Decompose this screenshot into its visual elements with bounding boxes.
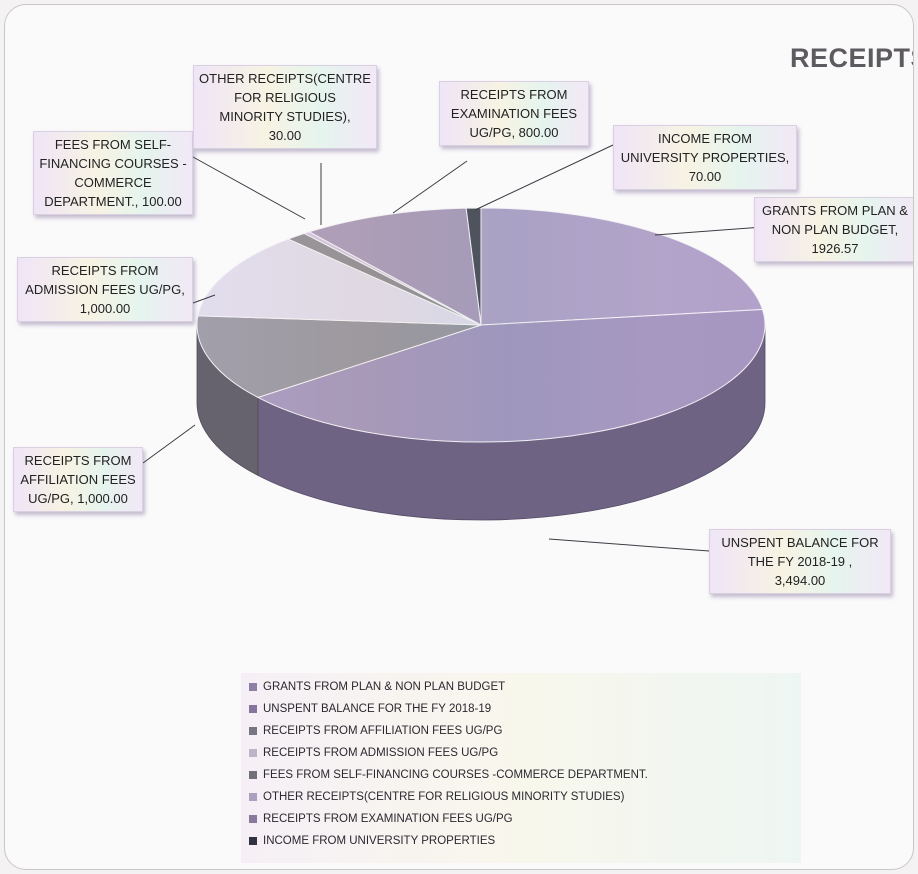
leader-line-7 — [474, 144, 614, 211]
data-label-line: FOR RELIGIOUS — [234, 90, 336, 105]
legend-label: OTHER RECEIPTS(CENTRE FOR RELIGIOUS MINO… — [263, 791, 625, 803]
legend-swatch — [249, 749, 257, 757]
legend: GRANTS FROM PLAN & NON PLAN BUDGET UNSPEN… — [241, 673, 801, 863]
legend-label: RECEIPTS FROM AFFILIATION FEES UG/PG — [263, 725, 503, 737]
legend-swatch — [249, 727, 257, 735]
chart-frame: RECEIPTS GRANTS FROM PLAN & NON PLAN BUDG… — [4, 4, 914, 870]
data-label-line: INCOME FROM — [658, 131, 752, 146]
data-label-line: NON PLAN BUDGET, — [771, 222, 899, 237]
data-label-2: RECEIPTS FROM AFFILIATION FEES UG/PG, 1,00… — [13, 447, 143, 512]
legend-item-1: UNSPENT BALANCE FOR THE FY 2018-19 — [249, 703, 491, 715]
legend-item-5: OTHER RECEIPTS(CENTRE FOR RELIGIOUS MINO… — [249, 791, 624, 803]
legend-label: INCOME FROM UNIVERSITY PROPERTIES — [263, 835, 496, 847]
chart-title: RECEIPTS — [790, 43, 913, 73]
data-label-line: OTHER RECEIPTS(CENTRE — [199, 71, 371, 86]
pie-chart — [142, 144, 913, 552]
legend-swatch — [249, 683, 257, 691]
legend-swatch — [249, 771, 257, 779]
data-label-line: 70.00 — [688, 169, 722, 184]
data-label-line: DEPARTMENT., 100.00 — [44, 194, 182, 209]
data-label-line: FINANCING COURSES - — [39, 156, 187, 171]
data-label-line: GRANTS FROM PLAN & — [762, 203, 908, 218]
data-label-5: OTHER RECEIPTS(CENTRE FOR RELIGIOUS MINORI… — [193, 65, 377, 149]
legend-item-6: RECEIPTS FROM EXAMINATION FEES UG/PG — [249, 813, 513, 825]
data-label-line: 1926.57 — [811, 241, 859, 256]
leader-line-2 — [142, 424, 196, 464]
data-label-1: UNSPENT BALANCE FOR THE FY 2018-19 , 3,494… — [709, 529, 891, 594]
data-label-line: RECEIPTS FROM — [24, 453, 132, 468]
legend-label: FEES FROM SELF-FINANCING COURSES -COMMER… — [263, 769, 648, 781]
pie-sheen — [197, 208, 765, 442]
data-label-line: UG/PG, 800.00 — [469, 125, 559, 140]
data-label-line: MINORITY STUDIES), — [219, 109, 351, 124]
leader-line-1 — [548, 538, 710, 552]
data-label-line: 1,000.00 — [79, 301, 131, 316]
legend-swatch — [249, 815, 257, 823]
data-label-3: RECEIPTS FROM ADMISSION FEES UG/PG, 1,000.… — [17, 257, 193, 322]
data-label-line: 3,494.00 — [774, 573, 826, 588]
legend-item-4: FEES FROM SELF-FINANCING COURSES -COMMER… — [249, 769, 648, 781]
data-label-line: RECEIPTS FROM — [51, 263, 159, 278]
data-label-line: THE FY 2018-19 , — [747, 554, 853, 569]
legend-item-7: INCOME FROM UNIVERSITY PROPERTIES — [249, 835, 495, 847]
data-label-line: EXAMINATION FEES — [450, 106, 578, 121]
data-label-line: RECEIPTS FROM — [460, 87, 568, 102]
legend-item-3: RECEIPTS FROM ADMISSION FEES UG/PG — [249, 747, 498, 759]
data-label-line: FEES FROM SELF- — [54, 137, 172, 152]
data-label-0: GRANTS FROM PLAN & NON PLAN BUDGET, 1926.5… — [754, 197, 913, 262]
legend-swatch — [249, 793, 257, 801]
data-label-6: RECEIPTS FROM EXAMINATION FEES UG/PG, 800.… — [439, 81, 589, 146]
data-label-line: UG/PG, 1,000.00 — [28, 491, 128, 506]
data-label-4: FEES FROM SELF- FINANCING COURSES - COMMER… — [33, 131, 193, 215]
data-label-7: INCOME FROM UNIVERSITY PROPERTIES, 70.00 — [613, 125, 797, 190]
legend-item-2: RECEIPTS FROM AFFILIATION FEES UG/PG — [249, 725, 502, 737]
legend-swatch — [249, 705, 257, 713]
data-label-line: UNIVERSITY PROPERTIES, — [620, 150, 790, 165]
leader-line-3 — [192, 294, 216, 304]
leader-line-6 — [392, 160, 468, 214]
legend-item-0: GRANTS FROM PLAN & NON PLAN BUDGET — [249, 681, 505, 693]
data-label-line: AFFILIATION FEES — [20, 472, 136, 487]
data-label-line: ADMISSION FEES UG/PG, — [25, 282, 185, 297]
legend-label: RECEIPTS FROM EXAMINATION FEES UG/PG — [263, 813, 513, 825]
data-label-line: COMMERCE — [74, 175, 152, 190]
data-label-line: 30.00 — [268, 128, 302, 143]
legend-swatch — [249, 837, 257, 845]
legend-label: GRANTS FROM PLAN & NON PLAN BUDGET — [263, 681, 506, 693]
legend-label: RECEIPTS FROM ADMISSION FEES UG/PG — [263, 747, 499, 759]
leader-line-4 — [192, 156, 306, 220]
data-label-line: UNSPENT BALANCE FOR — [721, 535, 879, 550]
legend-label: UNSPENT BALANCE FOR THE FY 2018-19 — [263, 703, 492, 715]
